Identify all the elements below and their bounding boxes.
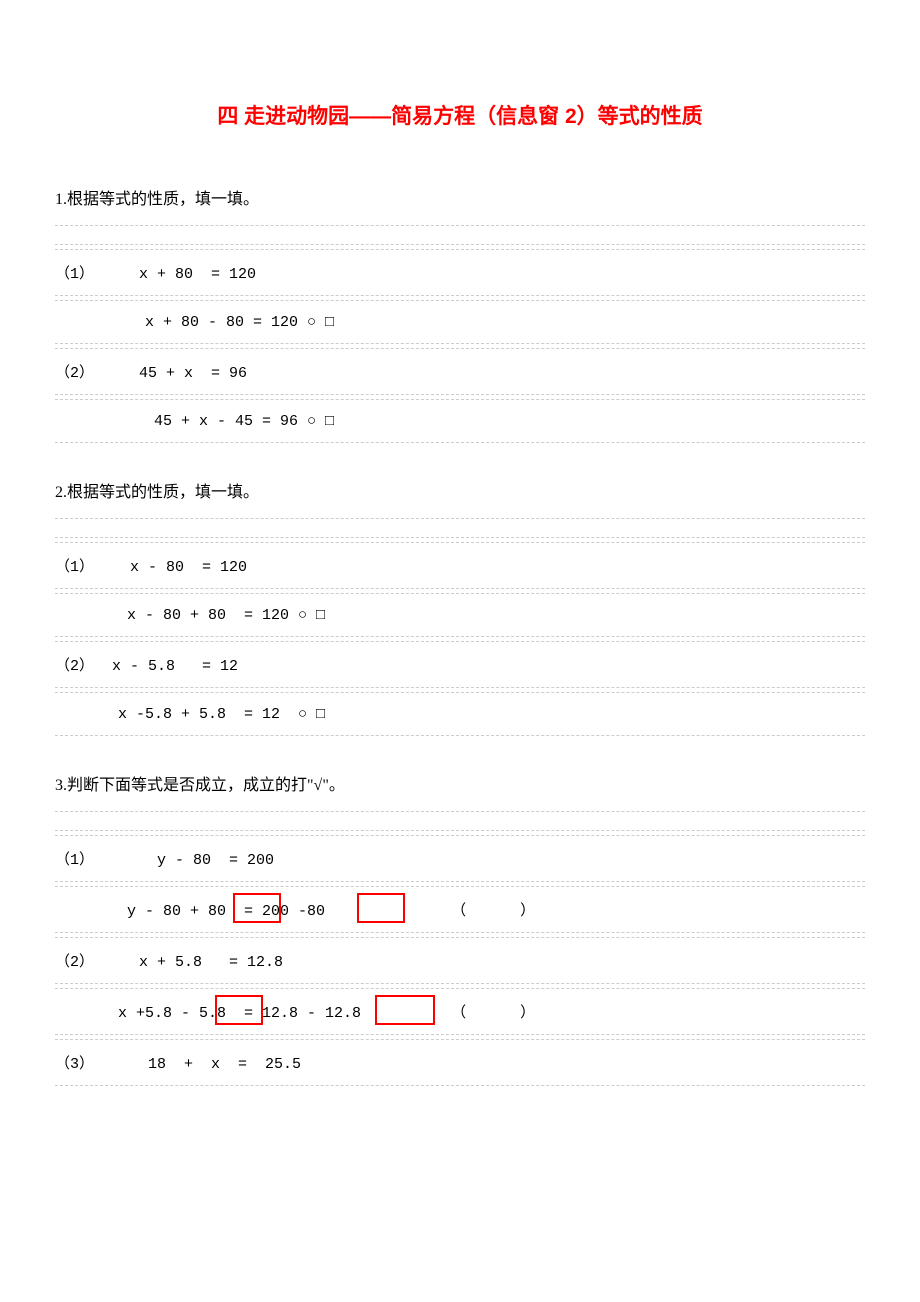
equation-text: （1） y - 80 = 200 (55, 848, 274, 869)
equation-text: x +5.8 - 5.8 = 12.8 - 12.8 （ ） (55, 1001, 535, 1022)
section-3-item-2-line-2: x +5.8 - 5.8 = 12.8 - 12.8 （ ） (55, 988, 865, 1035)
section-1-heading: 1.根据等式的性质，填一填。 (55, 185, 865, 209)
blank-row (55, 225, 865, 245)
equation-text: （3） 18 + x = 25.5 (55, 1052, 301, 1073)
section-2-item-1-line-1: （1） x - 80 = 120 (55, 542, 865, 589)
section-3-item-2-line-1: （2） x + 5.8 = 12.8 (55, 937, 865, 984)
equation-text: 45 + x - 45 = 96 ○ □ (55, 413, 334, 430)
section-3-item-1-line-2: y - 80 + 80 = 200 -80 （ ） (55, 886, 865, 933)
equation-text: （1） x + 80 = 120 (55, 262, 256, 283)
equation-text: （2） 45 + x = 96 (55, 361, 247, 382)
section-2-item-2-line-1: （2） x - 5.8 = 12 (55, 641, 865, 688)
blank-row (55, 811, 865, 831)
section-1-item-2-line-2: 45 + x - 45 = 96 ○ □ (55, 399, 865, 443)
equation-text: x - 80 + 80 = 120 ○ □ (55, 607, 325, 624)
section-1-item-1-line-1: （1） x + 80 = 120 (55, 249, 865, 296)
section-2-item-2-line-2: x -5.8 + 5.8 = 12 ○ □ (55, 692, 865, 736)
equation-text: y - 80 + 80 = 200 -80 （ ） (55, 899, 535, 920)
section-3-heading: 3.判断下面等式是否成立，成立的打"√"。 (55, 771, 865, 795)
section-1-item-2-line-1: （2） 45 + x = 96 (55, 348, 865, 395)
equation-text: （1） x - 80 = 120 (55, 555, 247, 576)
equation-text: （2） x + 5.8 = 12.8 (55, 950, 283, 971)
section-2-heading: 2.根据等式的性质，填一填。 (55, 478, 865, 502)
red-box-4 (375, 995, 435, 1025)
red-box-2 (357, 893, 405, 923)
equation-text: x -5.8 + 5.8 = 12 ○ □ (55, 706, 325, 723)
section-2-item-1-line-2: x - 80 + 80 = 120 ○ □ (55, 593, 865, 637)
section-3-item-3-line-1: （3） 18 + x = 25.5 (55, 1039, 865, 1086)
section-1-item-1-line-2: x + 80 - 80 = 120 ○ □ (55, 300, 865, 344)
document-title: 四 走进动物园——简易方程（信息窗 2）等式的性质 (55, 100, 865, 130)
blank-row (55, 518, 865, 538)
equation-text: （2） x - 5.8 = 12 (55, 654, 238, 675)
red-box-1 (233, 893, 281, 923)
section-3-item-1-line-1: （1） y - 80 = 200 (55, 835, 865, 882)
red-box-3 (215, 995, 263, 1025)
equation-text: x + 80 - 80 = 120 ○ □ (55, 314, 334, 331)
